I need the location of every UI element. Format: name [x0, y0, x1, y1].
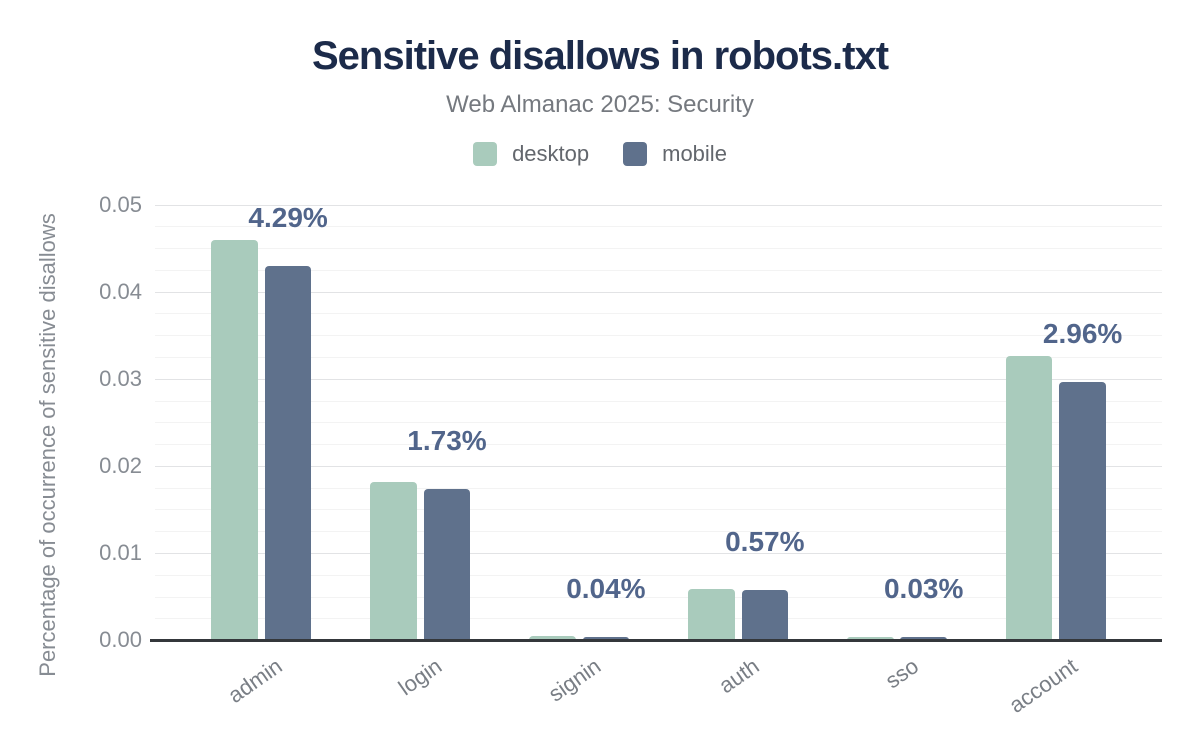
bar-mobile-auth — [741, 590, 789, 640]
legend: desktop mobile — [0, 142, 1200, 166]
bar-desktop-account — [1005, 356, 1053, 640]
legend-label-desktop: desktop — [512, 141, 590, 166]
value-label-auth: 0.57% — [725, 526, 805, 558]
chart-subtitle: Web Almanac 2025: Security — [446, 91, 754, 118]
legend-item-desktop[interactable]: desktop — [473, 142, 589, 166]
bar-mobile-signin — [582, 636, 630, 640]
bar-desktop-admin — [211, 240, 258, 640]
bar-desktop-signin — [529, 635, 576, 640]
major-gridline — [155, 378, 1162, 380]
minor-gridline — [155, 574, 1162, 576]
minor-gridline — [155, 313, 1162, 315]
y-tick-label: 0.04 — [99, 278, 142, 304]
x-axis-label-account: account — [1004, 653, 1082, 718]
minor-gridline — [155, 487, 1162, 489]
minor-gridline — [155, 356, 1162, 358]
legend-label-mobile: mobile — [662, 141, 727, 166]
y-tick-label: 0.00 — [99, 627, 142, 652]
minor-gridline — [155, 226, 1162, 228]
value-label-admin: 4.29% — [248, 202, 328, 234]
minor-gridline — [155, 422, 1162, 424]
x-axis-label-login: login — [393, 653, 447, 701]
chart-title: Sensitive disallows in robots.txt — [311, 34, 889, 78]
legend-swatch-desktop-icon — [473, 142, 498, 166]
major-gridline — [155, 291, 1162, 293]
y-tick-label: 0.02 — [99, 452, 142, 478]
minor-gridline — [155, 531, 1162, 533]
x-axis-label-sso: sso — [880, 653, 923, 694]
x-axis-label-admin: admin — [223, 653, 288, 709]
x-axis-label-signin: signin — [543, 653, 605, 707]
legend-swatch-mobile-icon — [623, 142, 648, 166]
major-gridline — [155, 552, 1162, 554]
value-label-account: 2.96% — [1042, 318, 1123, 350]
minor-gridline — [155, 444, 1162, 445]
value-label-login: 1.73% — [407, 425, 487, 457]
minor-gridline — [155, 400, 1162, 402]
y-tick-label: 0.05 — [99, 191, 142, 217]
minor-gridline — [155, 335, 1162, 337]
bar-desktop-auth — [688, 588, 735, 640]
minor-gridline — [155, 509, 1162, 511]
bar-mobile-login — [423, 489, 471, 640]
x-axis-label-auth: auth — [714, 653, 764, 699]
bar-mobile-admin — [264, 266, 312, 640]
value-label-sso: 0.03% — [883, 573, 964, 605]
value-label-signin: 0.04% — [566, 572, 646, 604]
y-tick-label: 0.03 — [99, 365, 142, 391]
y-tick-label: 0.01 — [99, 539, 142, 565]
minor-gridline — [155, 596, 1162, 598]
minor-gridline — [155, 618, 1162, 620]
x-axis-line — [150, 638, 1162, 642]
major-gridline — [155, 204, 1162, 206]
bar-mobile-account — [1059, 382, 1106, 640]
bar-desktop-login — [370, 482, 417, 640]
major-gridline — [155, 465, 1162, 467]
bar-desktop-sso — [847, 636, 894, 640]
legend-item-mobile[interactable]: mobile — [623, 142, 727, 166]
minor-gridline — [155, 269, 1162, 271]
minor-gridline — [155, 248, 1162, 249]
